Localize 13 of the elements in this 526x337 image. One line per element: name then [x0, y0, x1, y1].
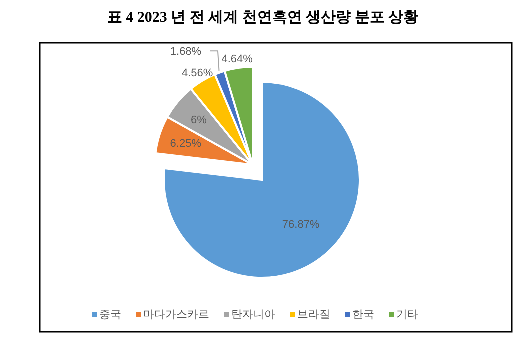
chart-title: 표 4 2023 년 전 세계 천연흑연 생산량 분포 상황 — [107, 10, 419, 26]
data-label: 6.25% — [170, 138, 202, 150]
data-label: 4.64% — [222, 53, 254, 66]
legend-label: 한국 — [352, 309, 374, 321]
legend-label: 탄자니아 — [232, 309, 276, 321]
legend-label: 기타 — [396, 309, 418, 321]
data-label: 4.56% — [182, 68, 214, 80]
data-label: 76.87% — [282, 218, 320, 231]
legend-label: 브라질 — [298, 309, 330, 321]
legend-label: 중국 — [100, 309, 122, 321]
legend-label: 마다가스카르 — [144, 309, 210, 321]
data-label: 6% — [191, 114, 208, 127]
data-label: 1.68% — [170, 46, 202, 58]
